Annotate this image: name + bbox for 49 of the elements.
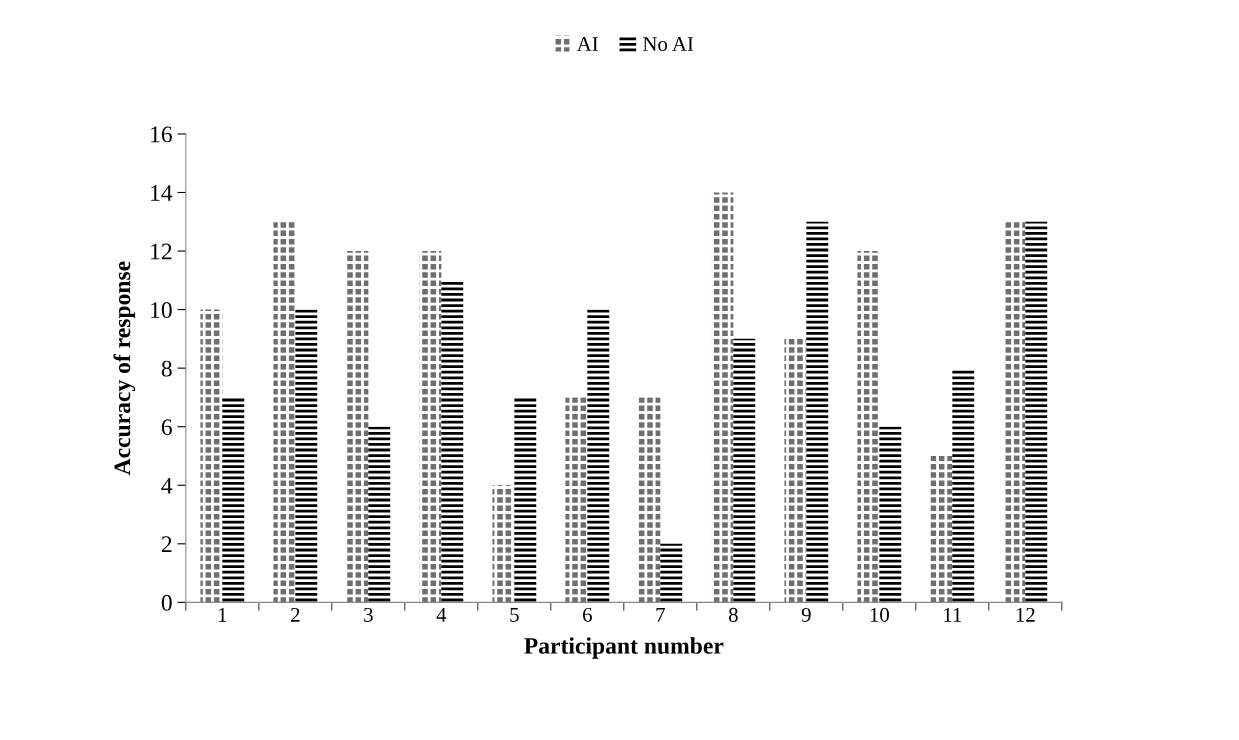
- bar: [930, 455, 953, 603]
- bar: [784, 338, 807, 603]
- x-tick-label: 2: [291, 607, 300, 622]
- bar: [638, 397, 661, 603]
- bar: [492, 485, 515, 603]
- bar: [565, 397, 588, 603]
- x-tick-label: 4: [436, 607, 447, 622]
- y-tick-label: 14: [151, 185, 173, 201]
- bar: [441, 280, 464, 603]
- x-axis-title: Participant number: [524, 637, 724, 659]
- y-tick-label: 10: [151, 302, 172, 319]
- bar: [879, 426, 902, 603]
- y-tick-label: 12: [151, 243, 172, 260]
- y-axis-title: Accuracy of response: [113, 261, 136, 476]
- bar: [419, 251, 442, 603]
- bar: [806, 221, 829, 603]
- x-tick-label: 10: [870, 607, 889, 622]
- bar: [952, 368, 975, 603]
- y-tick-label: 2: [161, 536, 172, 552]
- x-tick-label: 6: [583, 607, 592, 622]
- bar: [587, 309, 610, 603]
- x-tick-label: 1: [218, 607, 227, 622]
- y-tick-label: 16: [151, 126, 172, 143]
- bar: [733, 338, 756, 603]
- bar: [660, 543, 683, 603]
- bar: [200, 309, 223, 603]
- x-tick-label: 3: [364, 607, 373, 622]
- bar: [711, 192, 734, 603]
- legend-label: AI: [576, 37, 598, 51]
- x-tick-label: 11: [944, 607, 962, 622]
- bar: [346, 251, 369, 603]
- y-tick-label: 8: [161, 360, 172, 377]
- y-tick-label: 6: [161, 419, 172, 436]
- x-tick-label: 12: [1016, 607, 1035, 622]
- y-tick-label: 4: [161, 477, 173, 494]
- x-tick-label: 9: [801, 607, 811, 622]
- bar: [273, 221, 296, 603]
- x-tick-label: 7: [656, 608, 665, 622]
- bar: [1003, 221, 1026, 603]
- x-tick-label: 5: [510, 608, 519, 622]
- bar: [1025, 221, 1048, 603]
- y-tick-label: 0: [161, 594, 172, 611]
- bar: [222, 397, 245, 603]
- bar: [514, 397, 537, 603]
- bar: [857, 251, 880, 603]
- legend-label: No AI: [643, 37, 694, 51]
- bar: [295, 309, 318, 603]
- bar: [368, 426, 391, 603]
- x-tick-label: 8: [728, 607, 738, 622]
